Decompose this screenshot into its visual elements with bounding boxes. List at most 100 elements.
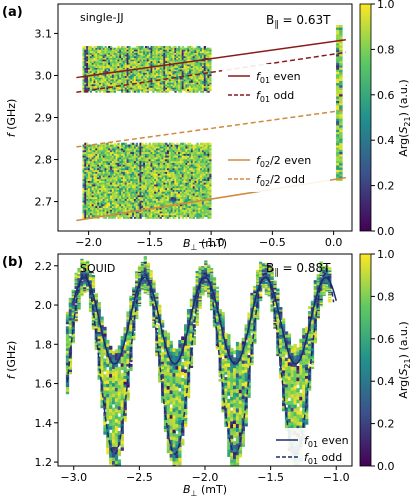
heatmap-cell: [163, 184, 166, 187]
heatmap-cell: [336, 33, 340, 37]
heatmap-cell: [126, 80, 129, 83]
heatmap-cell: [196, 57, 199, 60]
heatmap-cell: [176, 198, 179, 201]
heatmap-cell: [189, 196, 192, 199]
heatmap-cell: [159, 47, 162, 50]
heatmap-cell: [205, 167, 208, 171]
heatmap-cell: [150, 70, 153, 73]
heatmap-cell: [189, 85, 192, 88]
heatmap-cell: [119, 207, 122, 210]
heatmap-cell: [163, 207, 166, 210]
heatmap-cell: [135, 207, 139, 210]
heatmap-cell: [89, 205, 93, 208]
heatmap-cell: [108, 167, 111, 171]
heatmap-cell: [141, 160, 144, 163]
heatmap-cell: [336, 176, 340, 179]
heatmap-cell: [113, 194, 116, 198]
heatmap-cell: [152, 47, 155, 50]
heatmap-cell: [119, 153, 122, 156]
heatmap-cell: [128, 166, 131, 169]
heatmap-cell: [132, 198, 135, 201]
heatmap-cell: [165, 194, 168, 198]
heatmap-cell: [126, 189, 129, 192]
heatmap-cell: [167, 55, 170, 58]
heatmap-cell: [135, 65, 139, 68]
heatmap-cell: [187, 55, 190, 58]
y-tick-label: 2.7: [35, 196, 53, 209]
heatmap-cell: [179, 54, 183, 57]
heatmap-cell: [209, 62, 212, 65]
heatmap-cell: [99, 57, 102, 60]
heatmap-cell: [115, 59, 118, 62]
heatmap-cell: [100, 49, 104, 52]
heatmap-cell: [161, 180, 164, 183]
heatmap-cell: [159, 157, 162, 160]
heatmap-cell: [128, 207, 131, 210]
heatmap-cell: [146, 198, 150, 201]
heatmap-cell: [108, 211, 111, 214]
heatmap-cell: [192, 151, 195, 154]
heatmap-cell: [150, 84, 153, 87]
heatmap-cell: [179, 59, 183, 62]
heatmap-cell: [121, 62, 124, 65]
heatmap-cell: [124, 49, 127, 52]
heatmap-cell: [130, 84, 133, 87]
heatmap-cell: [86, 180, 89, 183]
heatmap-cell: [187, 200, 190, 203]
heatmap-cell: [161, 79, 164, 82]
heatmap-cell: [99, 185, 102, 189]
heatmap-cell: [128, 153, 131, 156]
heatmap-cell: [121, 157, 124, 160]
heatmap-cell: [133, 207, 137, 210]
heatmap-cell: [159, 175, 162, 178]
heatmap-cell: [95, 55, 98, 58]
heatmap-cell: [165, 158, 168, 162]
heatmap-cell: [161, 50, 164, 54]
heatmap-cell: [200, 65, 203, 68]
heatmap-cell: [183, 59, 186, 62]
heatmap-cell: [176, 74, 179, 77]
heatmap-cell: [104, 175, 107, 178]
heatmap-cell: [165, 214, 168, 217]
heatmap-cell: [93, 169, 96, 172]
heatmap-cell: [154, 50, 157, 54]
heatmap-cell: [181, 54, 184, 57]
heatmap-cell: [163, 84, 166, 87]
heatmap-cell: [88, 207, 91, 210]
heatmap-cell: [100, 157, 104, 160]
heatmap-cell: [178, 166, 181, 169]
heatmap-cell: [126, 160, 129, 163]
heatmap-cell: [122, 158, 126, 162]
heatmap-cell: [167, 158, 170, 162]
heatmap-cell: [157, 196, 161, 199]
heatmap-cell: [104, 185, 107, 189]
heatmap-cell: [209, 52, 212, 55]
heatmap-cell: [163, 69, 166, 72]
heatmap-cell: [198, 202, 201, 205]
heatmap-cell: [203, 193, 207, 196]
heatmap-cell: [122, 65, 126, 68]
heatmap-cell: [121, 85, 124, 88]
heatmap-cell: [174, 84, 177, 87]
heatmap-cell: [89, 171, 93, 174]
heatmap-cell: [176, 60, 179, 63]
heatmap-cell: [97, 153, 100, 156]
heatmap-cell: [167, 75, 170, 78]
heatmap-cell: [161, 200, 164, 203]
heatmap-cell: [110, 191, 113, 194]
heatmap-cell: [170, 88, 173, 92]
heatmap-cell: [128, 80, 131, 83]
heatmap-cell: [181, 164, 184, 167]
heatmap-cell: [86, 209, 89, 212]
heatmap-cell: [336, 142, 340, 146]
heatmap-cell: [130, 60, 133, 63]
heatmap-cell: [167, 151, 170, 154]
heatmap-cell: [113, 49, 116, 52]
heatmap-cell: [209, 185, 212, 189]
heatmap-cell: [86, 196, 89, 199]
heatmap-cell: [178, 49, 181, 52]
heatmap-cell: [174, 85, 177, 88]
heatmap-cell: [117, 173, 120, 176]
heatmap-cell: [172, 191, 175, 194]
heatmap-cell: [117, 196, 120, 199]
